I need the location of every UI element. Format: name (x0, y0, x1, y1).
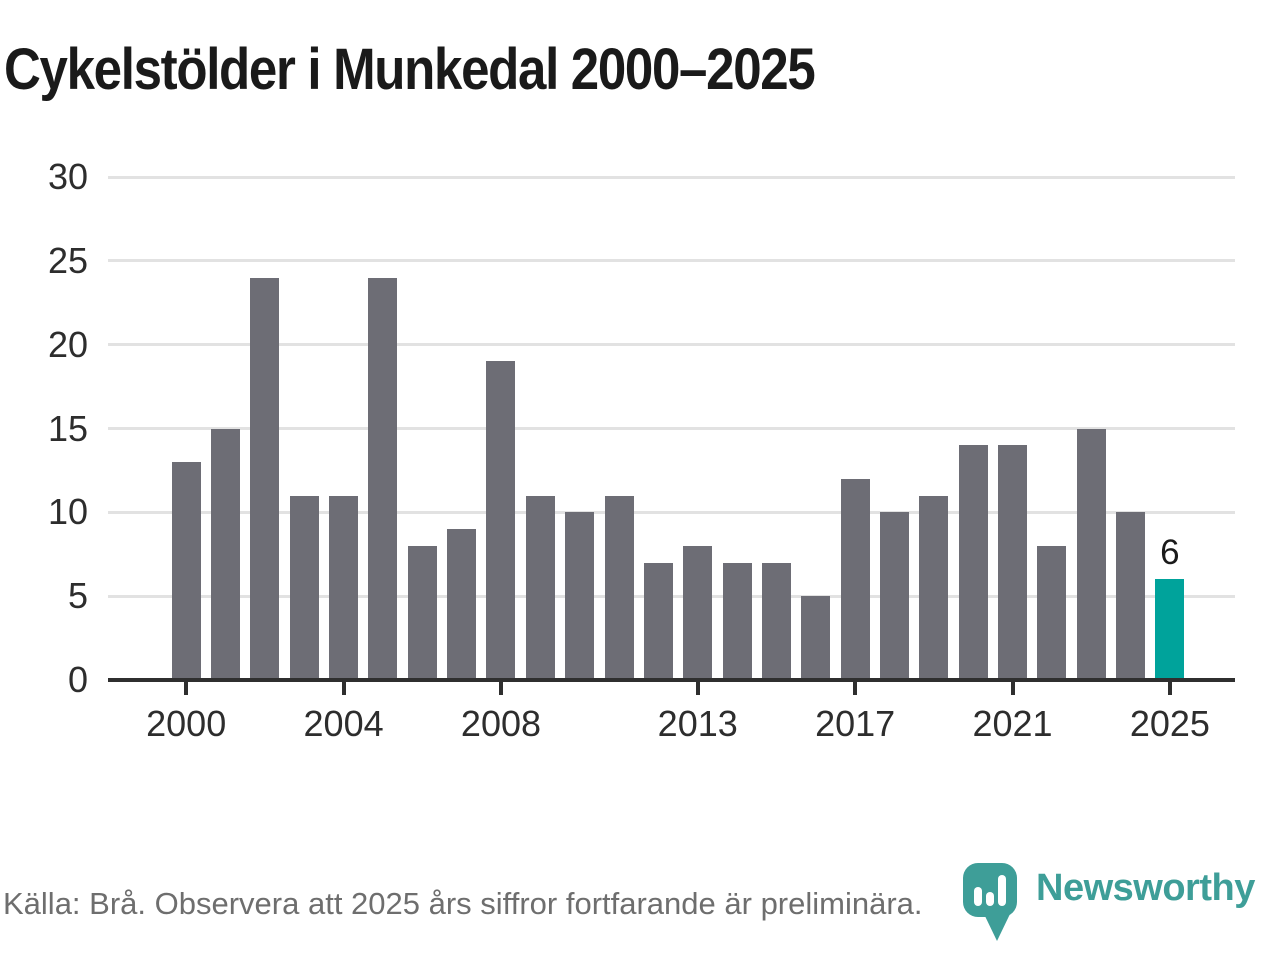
bar-2002 (250, 277, 280, 680)
y-axis-label-20: 20 (47, 323, 88, 365)
bar-2020 (958, 445, 988, 680)
x-tick-2004 (341, 682, 346, 695)
bar-2007 (447, 529, 477, 680)
x-axis-line (108, 678, 1235, 682)
bar-2012 (643, 562, 673, 680)
gridline-30 (108, 175, 1235, 179)
y-axis-label-15: 15 (47, 407, 88, 449)
bar-2010 (565, 512, 595, 680)
gridline-15 (108, 427, 1235, 430)
x-tick-2017 (853, 682, 858, 695)
bar-2018 (879, 512, 909, 680)
bar-2014 (722, 562, 752, 680)
gridline-25 (108, 259, 1235, 263)
bar-2011 (604, 495, 634, 680)
x-axis-label-2021: 2021 (972, 703, 1053, 744)
x-axis-label-2013: 2013 (657, 703, 738, 744)
x-axis-label-2000: 2000 (146, 703, 227, 744)
x-tick-2025 (1167, 682, 1172, 695)
y-axis-label-0: 0 (67, 659, 88, 700)
bar-2003 (289, 495, 319, 680)
pin-chart-bar (986, 892, 994, 906)
bar-2023 (1076, 428, 1106, 680)
x-axis-label-2004: 2004 (303, 703, 384, 744)
bar-2017 (840, 478, 870, 680)
bar-2024 (1116, 512, 1146, 680)
bar-2008 (486, 361, 516, 680)
chart-title: Cykelstölder i Munkedal 2000–2025 (4, 37, 816, 102)
bar-2009 (525, 495, 555, 680)
x-tick-2000 (184, 682, 189, 695)
x-tick-2013 (695, 682, 700, 695)
source-note: Källa: Brå. Observera att 2025 års siffr… (3, 886, 923, 921)
bar-2015 (761, 562, 791, 680)
bar-2005 (368, 277, 398, 680)
x-axis-label-2008: 2008 (460, 703, 542, 744)
bar-2019 (919, 495, 949, 680)
bar-2004 (329, 495, 359, 680)
y-axis-label-10: 10 (47, 491, 88, 533)
bar-2000 (171, 462, 201, 680)
bar-2025 (1155, 579, 1185, 680)
bar-2001 (211, 428, 241, 680)
y-axis-label-5: 5 (67, 575, 88, 617)
y-axis-label-30: 30 (47, 156, 88, 197)
x-tick-2021 (1010, 682, 1015, 695)
pin-chart-bar (998, 875, 1006, 906)
newsworthy-wordmark: Newsworthy (1036, 867, 1255, 909)
gridline-20 (108, 343, 1235, 347)
x-axis-label-2017: 2017 (815, 703, 896, 744)
pin-chart-bar (974, 887, 982, 906)
bar-2006 (407, 545, 437, 680)
bar-2016 (801, 596, 831, 680)
bar-2021 (998, 445, 1027, 680)
pin-tail (984, 914, 1010, 941)
bar-2022 (1037, 545, 1067, 680)
x-tick-2008 (498, 682, 503, 695)
x-axis-label-2025: 2025 (1129, 703, 1210, 744)
gridline-10 (108, 510, 1235, 514)
value-label-2025: 6 (1160, 533, 1180, 573)
bar-2013 (683, 545, 713, 680)
y-axis-label-25: 25 (47, 239, 88, 281)
map-pin-bar-chart-icon (963, 863, 1017, 917)
